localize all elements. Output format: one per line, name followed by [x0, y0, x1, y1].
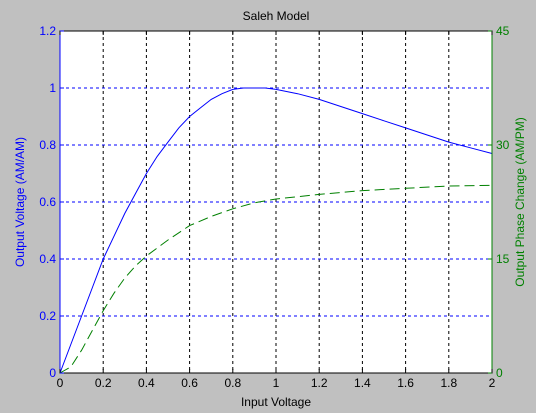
chart-title: Saleh Model	[243, 9, 310, 23]
x-tick-label: 2	[489, 376, 496, 390]
x-tick-label: 1.2	[311, 376, 328, 390]
am-pm-series-line	[59, 184, 493, 374]
grid	[60, 31, 492, 373]
series-layer	[59, 87, 493, 374]
left-y-tick-label: 0	[49, 366, 56, 380]
left-y-tick-label: 0.4	[39, 252, 56, 266]
left-y-tick-label: 1.2	[39, 24, 56, 38]
am-am-series-line	[59, 87, 493, 374]
x-tick-label: 0.6	[181, 376, 198, 390]
right-y-tick-label: 0	[496, 366, 503, 380]
left-y-axis-label: Output Voltage (AM/AM)	[13, 137, 27, 267]
x-tick-label: 1	[273, 376, 280, 390]
right-y-tick-label: 30	[496, 138, 510, 152]
left-y-tick-label: 0.8	[39, 138, 56, 152]
right-y-tick-label: 45	[496, 24, 510, 38]
left-y-tick-label: 0.6	[39, 195, 56, 209]
left-y-tick-label: 1	[49, 81, 56, 95]
x-tick-label: 0.8	[224, 376, 241, 390]
x-tick-label: 0.4	[138, 376, 155, 390]
x-tick-label: 1.8	[440, 376, 457, 390]
right-y-tick-label: 15	[496, 252, 510, 266]
ticks: 0 0.2 0.4 0.6 0.8 1 1.2 1.4 1.6 1.8 200.20.40.60.8…	[39, 24, 509, 390]
right-y-axis-label: Output Phase Change (AM/PM)	[513, 117, 527, 286]
x-tick-label: 1.4	[354, 376, 371, 390]
x-tick-label: 0	[57, 376, 64, 390]
x-tick-label: 1.6	[397, 376, 414, 390]
left-y-tick-label: 0.2	[39, 309, 56, 323]
x-tick-label: 0.2	[95, 376, 112, 390]
x-axis-label: Input Voltage	[241, 395, 311, 409]
